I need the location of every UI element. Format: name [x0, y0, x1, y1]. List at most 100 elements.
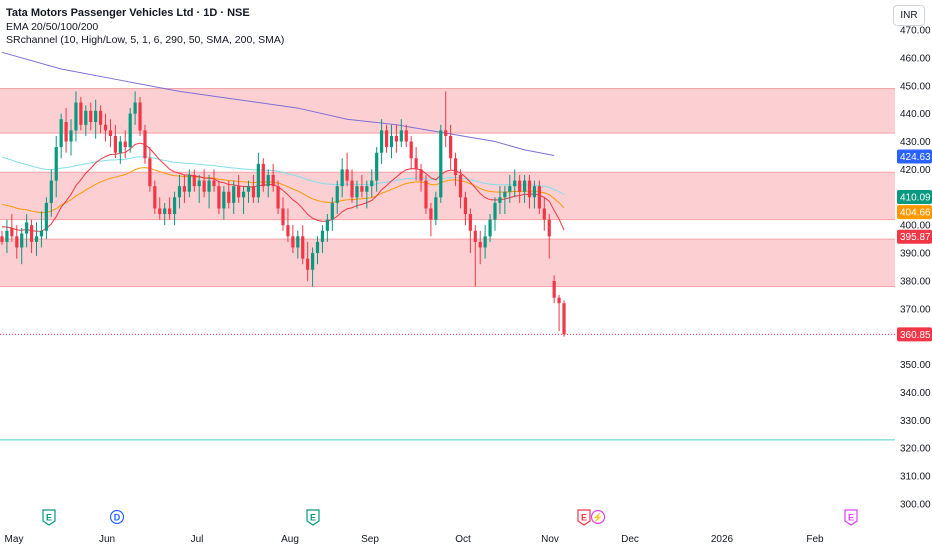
event-letter: ⚡	[592, 512, 603, 524]
candle-body	[79, 102, 83, 125]
candle	[256, 152, 260, 203]
candle-body	[340, 169, 344, 187]
candle	[404, 124, 408, 148]
candle	[444, 91, 448, 148]
candle	[409, 135, 413, 170]
candle-body	[158, 208, 162, 215]
time-axis[interactable]: May Jun Jul Aug Sep Oct Nov Dec 2026 Feb	[5, 534, 825, 545]
candle	[10, 214, 14, 242]
candle	[449, 124, 453, 170]
candle	[419, 163, 423, 192]
candle	[84, 105, 88, 136]
candle	[99, 105, 103, 134]
candle	[44, 197, 48, 240]
event-letter: E	[310, 513, 316, 523]
candle	[330, 197, 334, 231]
candle	[59, 113, 63, 159]
candle	[5, 219, 9, 254]
time-tick-label: Sep	[361, 534, 379, 545]
candle-body	[562, 303, 566, 335]
candle-body	[202, 180, 206, 192]
candle	[380, 119, 384, 164]
candle-body	[251, 186, 256, 198]
candle	[532, 180, 537, 209]
earnings-icon	[306, 509, 320, 526]
candle	[246, 180, 251, 203]
candle	[237, 174, 241, 203]
candle-body	[94, 110, 98, 123]
candle	[537, 180, 541, 215]
dividend-icon	[109, 509, 125, 525]
candle-body	[439, 130, 443, 198]
candle	[483, 225, 487, 259]
candle-body	[414, 158, 418, 170]
candle-body	[123, 141, 127, 148]
indicator-ema[interactable]: EMA 20/50/100/200	[6, 20, 99, 33]
candle	[542, 197, 546, 231]
candle	[69, 119, 73, 156]
candle	[138, 96, 142, 136]
candle-body	[143, 130, 147, 159]
ema200-line	[1, 51, 555, 156]
candle	[64, 108, 68, 153]
candle	[291, 225, 295, 254]
candle-body	[350, 180, 354, 198]
price-tick-label: 340.00	[900, 388, 931, 399]
candle-body	[15, 236, 19, 248]
candle-body	[537, 186, 541, 209]
candle-body	[227, 191, 231, 203]
candle	[562, 300, 566, 337]
currency-button[interactable]: INR	[893, 5, 925, 26]
price-tick-label: 470.00	[900, 26, 931, 37]
time-tick-label: Jun	[99, 534, 115, 545]
ema50-line	[1, 167, 565, 214]
candle-body	[237, 186, 241, 198]
candle-body	[315, 241, 320, 254]
candle-body	[10, 227, 14, 237]
candle	[79, 96, 83, 131]
candle-body	[266, 174, 270, 187]
candle	[177, 174, 182, 209]
candle-body	[168, 208, 172, 215]
candle-body	[138, 102, 142, 131]
candle-body	[153, 186, 157, 209]
price-axis[interactable]: 300.00 310.00 320.00 330.00 340.00 350.00 360.…	[897, 26, 932, 511]
candle	[399, 119, 403, 148]
price-tick-label: 460.00	[900, 53, 931, 64]
candle-body	[488, 219, 492, 237]
candle-body	[281, 208, 285, 226]
channel-zone	[0, 88, 895, 134]
candle-body	[84, 110, 88, 125]
candle-body	[503, 191, 507, 198]
price-tick-label: 440.00	[900, 109, 931, 120]
candle-body	[468, 214, 472, 231]
candle	[552, 275, 556, 304]
price-badge-bg	[897, 149, 932, 164]
candle	[508, 174, 512, 203]
price-tick-label: 370.00	[900, 304, 931, 315]
candle	[493, 197, 497, 231]
events-row[interactable]: E D E E ⚡ E	[42, 509, 858, 526]
candle-body	[108, 130, 113, 136]
candle-body	[39, 230, 44, 237]
time-tick-label: May	[5, 534, 24, 545]
candle	[192, 169, 196, 192]
price-badge-text: 410.09	[900, 193, 931, 204]
candle	[153, 180, 157, 215]
candle-body	[182, 186, 187, 192]
candle	[463, 191, 468, 226]
candle-body	[177, 186, 182, 198]
candle-body	[271, 174, 275, 187]
symbol-title[interactable]: Tata Motors Passenger Vehicles Ltd · 1D …	[6, 7, 250, 19]
candle-body	[493, 202, 497, 220]
candle-body	[434, 197, 438, 220]
candle-body	[69, 130, 73, 142]
candle-body	[103, 124, 108, 131]
candle	[202, 169, 206, 198]
candle	[197, 174, 201, 203]
indicator-srchannel[interactable]: SRchannel (10, High/Low, 5, 1, 6, 290, 5…	[6, 34, 285, 46]
candle	[320, 225, 325, 254]
candle-body	[74, 102, 78, 131]
price-label-badge: 404.66	[897, 205, 932, 220]
